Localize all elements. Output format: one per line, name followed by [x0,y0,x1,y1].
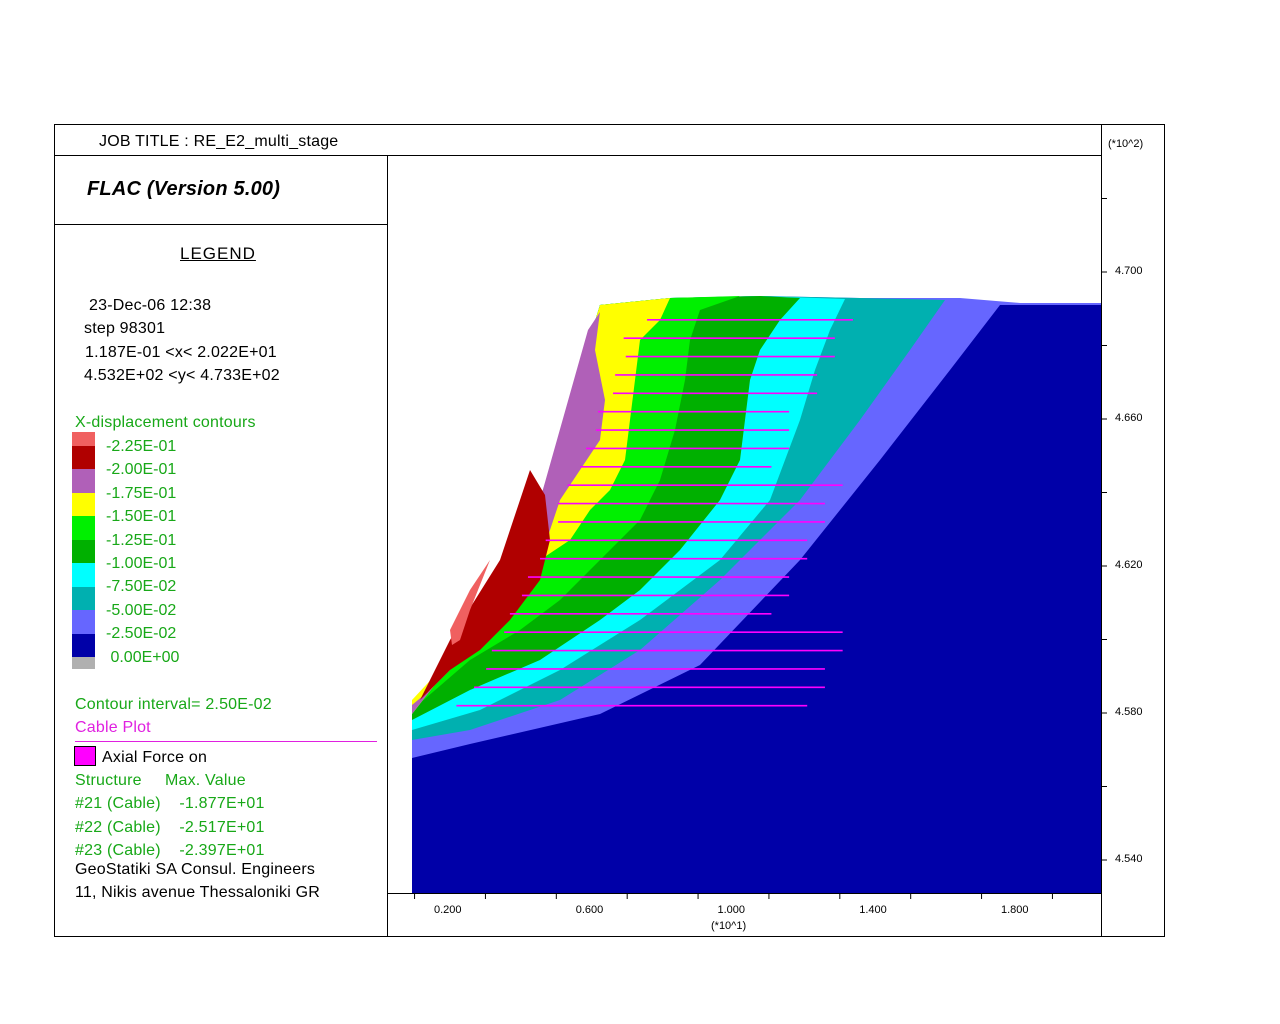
contour-label-0: -2.25E-01 [106,438,177,455]
job-title: JOB TITLE : RE_E2_multi_stage [99,133,339,150]
region-1 [412,305,1101,893]
legend-divider [387,155,388,937]
contour-label-4: -1.25E-01 [106,532,177,549]
legend-step: step 98301 [84,320,166,337]
x-axis-ticks [414,893,1053,899]
axial-force-label: Axial Force on [102,749,208,766]
company-name: GeoStatiki SA Consul. Engineers [75,861,316,878]
contour-label-6: -7.50E-02 [106,578,177,595]
plot-frame [54,124,1165,937]
swatch-2 [72,469,95,493]
swatch-4 [72,516,95,540]
structure-header: Structure Max. Value [75,772,246,789]
company-address: 11, Nikis avenue Thessaloniki GR [75,884,321,901]
legend-y-range: 4.532E+02 <y< 4.733E+02 [84,367,280,384]
y-tick-label: 4.660 [1115,412,1143,424]
structure-row-23: #23 (Cable) -2.397E+01 [75,842,265,859]
contour-label-3: -1.50E-01 [106,508,177,525]
swatch-9 [72,634,95,657]
y-tick-label: 4.540 [1115,853,1143,865]
x-tick-label: 1.800 [1001,904,1029,916]
region-9 [450,560,490,645]
y-tick-label: 4.700 [1115,265,1143,277]
title-divider [54,155,1101,156]
contour-label-7: -5.00E-02 [106,602,177,619]
y-tick-label: 4.580 [1115,706,1143,718]
legend-heading: LEGEND [180,244,256,263]
x-tick-label: 0.200 [434,904,462,916]
swatch-6 [72,563,95,587]
contour-regions [412,296,1101,893]
x-axis-line [387,893,1101,894]
program-title: FLAC (Version 5.00) [87,178,281,200]
structure-row-21: #21 (Cable) -1.877E+01 [75,795,265,812]
swatch-3 [72,493,95,516]
swatch-0 [72,432,95,446]
swatch-5 [72,540,95,563]
legend-x-range: 1.187E-01 <x< 2.022E+01 [85,344,277,361]
x-tick-label: 0.600 [575,904,604,916]
y-tick-label: 4.620 [1115,559,1143,571]
contour-interval: Contour interval= 2.50E-02 [75,696,272,713]
structure-row-22: #22 (Cable) -2.517E+01 [75,819,265,836]
x-tick-label: 1.400 [859,904,887,916]
contour-label-8: -2.50E-02 [106,625,177,642]
y-axis-multiplier: (*10^2) [1108,138,1144,150]
swatch-below [72,657,95,669]
contour-label-1: -2.00E-01 [106,461,177,478]
legend-date: 23-Dec-06 12:38 [89,297,212,314]
contour-label-5: -1.00E-01 [106,555,177,572]
y-axis-ticks [1101,198,1107,861]
swatch-1 [72,446,95,469]
axial-force-swatch [74,746,96,766]
contour-label-2: -1.75E-01 [106,485,177,502]
contour-title: X-displacement contours [75,414,256,431]
cable-plot-underline [75,741,377,742]
y-axis-line [1101,124,1102,937]
region-7 [412,312,605,714]
swatch-7 [72,587,95,610]
cables [456,318,853,707]
x-tick-label: 1.000 [717,904,746,916]
x-axis-multiplier: (*10^1) [711,920,747,932]
program-divider [54,224,387,225]
cable-plot-label: Cable Plot [75,719,151,736]
contour-label-9: 0.00E+00 [106,649,180,666]
swatch-8 [72,610,95,634]
